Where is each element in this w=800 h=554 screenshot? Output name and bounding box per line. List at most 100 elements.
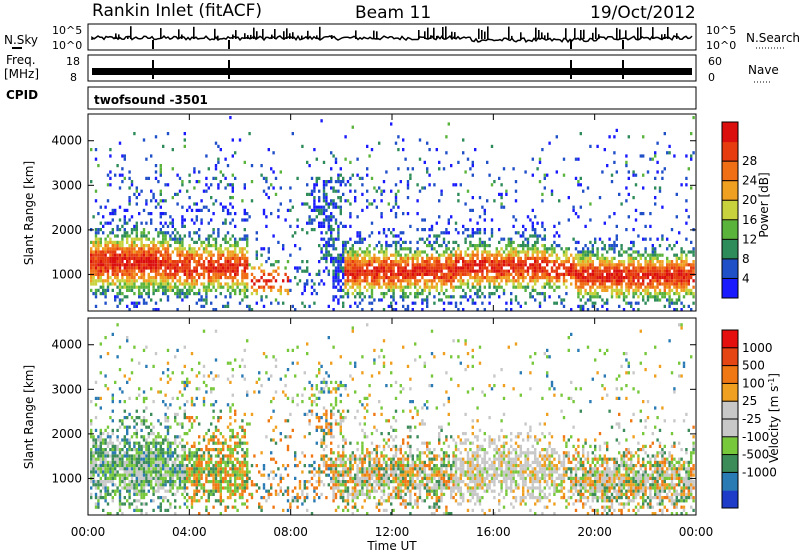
- range-gate-cell: [169, 215, 172, 219]
- range-gate-cell: [162, 371, 165, 375]
- range-gate-cell: [178, 266, 182, 270]
- range-gate-cell: [370, 221, 374, 225]
- range-gate-cell: [668, 288, 671, 292]
- range-gate-cell: [471, 196, 474, 200]
- range-gate-cell: [104, 483, 107, 487]
- range-gate-cell: [344, 199, 347, 203]
- range-gate-cell: [164, 234, 167, 238]
- range-gate-cell: [126, 432, 129, 436]
- range-gate-cell: [570, 269, 573, 273]
- range-gate-cell: [390, 288, 393, 292]
- range-gate-cell: [152, 400, 155, 404]
- range-gate-cell: [615, 295, 618, 299]
- range-gate-cell: [457, 160, 460, 164]
- range-gate-cell: [313, 183, 316, 187]
- range-gate-cell: [358, 269, 362, 273]
- range-gate-cell: [118, 263, 122, 267]
- noise-spike: [508, 26, 510, 39]
- range-gate-cell: [541, 260, 544, 264]
- range-gate-cell: [517, 244, 520, 248]
- range-gate-cell: [241, 288, 244, 292]
- range-gate-cell: [543, 260, 546, 264]
- range-gate-cell: [594, 292, 597, 296]
- range-gate-cell: [579, 263, 582, 267]
- range-gate-cell: [159, 279, 162, 283]
- range-gate-cell: [421, 292, 424, 296]
- range-gate-cell: [632, 244, 635, 248]
- range-gate-cell: [421, 269, 424, 273]
- range-gate-cell: [519, 272, 522, 276]
- range-gate-cell: [596, 253, 599, 257]
- range-gate-cell: [243, 269, 246, 273]
- range-gate-cell: [584, 301, 587, 305]
- range-gate-cell: [505, 244, 508, 248]
- range-gate-cell: [277, 288, 280, 292]
- range-gate-cell: [366, 260, 369, 264]
- range-gate-cell: [567, 260, 570, 264]
- range-gate-cell: [579, 269, 582, 273]
- range-gate-cell: [469, 260, 472, 264]
- range-gate-cell: [440, 231, 443, 235]
- range-gate-cell: [142, 438, 146, 442]
- range-gate-cell: [150, 499, 153, 503]
- range-gate-cell: [133, 441, 136, 445]
- range-gate-cell: [162, 237, 165, 241]
- range-gate-cell: [574, 269, 578, 273]
- range-gate-cell: [498, 276, 501, 280]
- range-gate-cell: [498, 282, 501, 286]
- range-gate-cell: [404, 157, 407, 161]
- range-gate-cell: [442, 237, 446, 241]
- range-gate-cell: [121, 240, 124, 244]
- range-gate-cell: [306, 282, 309, 286]
- range-gate-cell: [171, 272, 174, 276]
- range-gate-cell: [565, 250, 568, 254]
- range-gate-cell: [644, 266, 647, 270]
- range-gate-cell: [284, 218, 287, 222]
- range-gate-cell: [380, 215, 383, 219]
- range-gate-cell: [332, 285, 335, 289]
- range-gate-cell: [361, 279, 364, 283]
- range-gate-cell: [308, 218, 311, 222]
- range-gate-cell: [661, 282, 664, 286]
- range-gate-cell: [546, 256, 549, 260]
- range-gate-cell: [560, 272, 563, 276]
- range-gate-cell: [118, 483, 122, 487]
- range-gate-cell: [606, 260, 609, 264]
- nave-label: Nave: [748, 63, 779, 77]
- range-gate-cell: [457, 308, 460, 312]
- range-gate-cell: [366, 167, 369, 171]
- range-gate-cell: [246, 212, 249, 216]
- range-gate-cell: [301, 144, 304, 148]
- range-gate-cell: [526, 253, 530, 257]
- range-gate-cell: [111, 279, 114, 283]
- range-gate-cell: [402, 256, 405, 260]
- range-gate-cell: [152, 364, 155, 368]
- range-gate-cell: [334, 202, 338, 206]
- range-gate-cell: [291, 205, 294, 209]
- range-gate-cell: [166, 256, 170, 260]
- range-gate-cell: [104, 460, 107, 464]
- range-gate-cell: [550, 266, 554, 270]
- range-gate-cell: [586, 269, 590, 273]
- range-gate-cell: [598, 295, 602, 299]
- range-gate-cell: [337, 228, 340, 232]
- range-gate-cell: [162, 279, 165, 283]
- range-gate-cell: [582, 250, 585, 254]
- range-gate-cell: [685, 154, 688, 158]
- range-gate-cell: [106, 489, 110, 493]
- range-gate-cell: [510, 260, 513, 264]
- range-gate-cell: [438, 256, 441, 260]
- range-gate-cell: [514, 285, 518, 289]
- range-gate-cell: [315, 205, 318, 209]
- range-gate-cell: [541, 221, 544, 225]
- range-gate-cell: [159, 192, 162, 196]
- range-gate-cell: [402, 269, 405, 273]
- range-gate-cell: [620, 244, 623, 248]
- range-gate-cell: [174, 263, 177, 267]
- range-gate-cell: [687, 272, 690, 276]
- range-gate-cell: [142, 301, 146, 305]
- range-gate-cell: [483, 231, 486, 235]
- range-gate-cell: [226, 250, 230, 254]
- range-gate-cell: [358, 285, 362, 289]
- range-gate-cell: [639, 263, 642, 267]
